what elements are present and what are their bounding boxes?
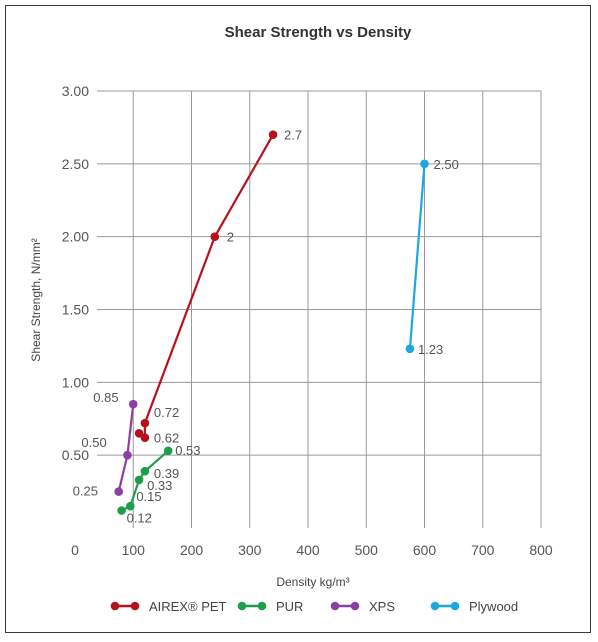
legend-marker — [237, 601, 247, 611]
legend-label: PUR — [276, 599, 303, 614]
data-label: 0.72 — [154, 405, 179, 420]
x-tick-label: 300 — [238, 542, 262, 558]
data-label: 0.62 — [154, 431, 179, 446]
data-point — [128, 399, 138, 409]
data-point — [268, 130, 278, 139]
data-point — [126, 501, 135, 511]
tick-labels: 0 100 200 300 400 500 600 700 800 0.50 1.00 1.50 2.0… — [62, 83, 553, 558]
legend-marker — [450, 601, 460, 611]
series-plywood: 1.23 2.50 — [405, 157, 459, 357]
legend-item: XPS — [330, 599, 395, 614]
x-tick-label: 800 — [529, 542, 553, 558]
data-label: 0.15 — [136, 489, 161, 504]
data-label: 1.23 — [418, 342, 443, 357]
x-axis-label: Density kg/m³ — [276, 575, 349, 589]
chart-frame — [5, 5, 591, 633]
y-tick-label: 0.50 — [62, 447, 89, 463]
data-point — [114, 487, 123, 496]
legend-marker — [350, 601, 360, 611]
y-axis-label: Shear Strength, N/mm² — [29, 238, 43, 361]
data-label: 0.33 — [147, 478, 172, 493]
legend-item: Plywood — [430, 599, 518, 614]
legend-item: PUR — [237, 599, 303, 614]
data-point — [210, 232, 220, 241]
data-label: 0.39 — [154, 466, 179, 481]
series-line — [117, 404, 135, 492]
series-pur: 0.12 0.150.330.39 0.53 — [117, 443, 201, 526]
data-point — [420, 159, 429, 169]
data-label: 0.12 — [127, 511, 152, 526]
data-label: 0.25 — [73, 484, 98, 499]
data-point — [140, 433, 150, 442]
series-xps: 0.25 0.50 0.85 — [73, 390, 138, 499]
series-line — [408, 163, 426, 349]
data-label: 0.53 — [175, 443, 200, 458]
legend-label: XPS — [369, 599, 395, 614]
grid — [97, 90, 542, 528]
series: 0.62 0.72 2 2.7 0.12 0.150.330.39 0.53 0.25 0.50… — [73, 128, 459, 526]
data-point — [140, 418, 150, 428]
x-tick-label: 0 — [71, 542, 79, 558]
data-point — [163, 446, 173, 456]
series-line — [138, 134, 275, 440]
legend-marker — [430, 601, 440, 611]
x-tick-label: 500 — [355, 542, 379, 558]
legend-item: AIREX® PET — [110, 599, 227, 614]
legend-marker — [110, 601, 120, 611]
y-tick-label: 1.50 — [62, 302, 89, 318]
data-label: 2 — [227, 230, 234, 245]
x-tick-label: 400 — [296, 542, 320, 558]
data-label: 2.7 — [284, 128, 302, 143]
data-point — [117, 506, 126, 515]
legend: AIREX® PET PUR XPS Plywood — [110, 599, 518, 614]
legend-marker — [130, 601, 140, 611]
y-tick-label: 1.00 — [62, 374, 89, 390]
series-airex-pet: 0.62 0.72 2 2.7 — [134, 128, 302, 446]
data-label: 0.50 — [81, 435, 106, 450]
legend-marker — [257, 601, 267, 611]
y-tick-label: 2.00 — [62, 229, 89, 245]
x-tick-label: 100 — [122, 542, 146, 558]
x-tick-label: 600 — [413, 542, 437, 558]
data-label: 2.50 — [434, 157, 459, 172]
legend-label: Plywood — [469, 599, 518, 614]
x-tick-label: 200 — [180, 542, 204, 558]
y-tick-label: 2.50 — [62, 156, 89, 172]
data-point — [405, 344, 415, 354]
data-label: 0.85 — [93, 390, 118, 405]
y-tick-label: 3.00 — [62, 83, 89, 99]
legend-marker — [330, 601, 340, 611]
data-point — [123, 450, 132, 460]
legend-label: AIREX® PET — [149, 599, 227, 614]
chart-title: Shear Strength vs Density — [225, 24, 412, 41]
data-point — [140, 466, 150, 476]
x-tick-label: 700 — [471, 542, 495, 558]
data-point — [134, 475, 144, 485]
